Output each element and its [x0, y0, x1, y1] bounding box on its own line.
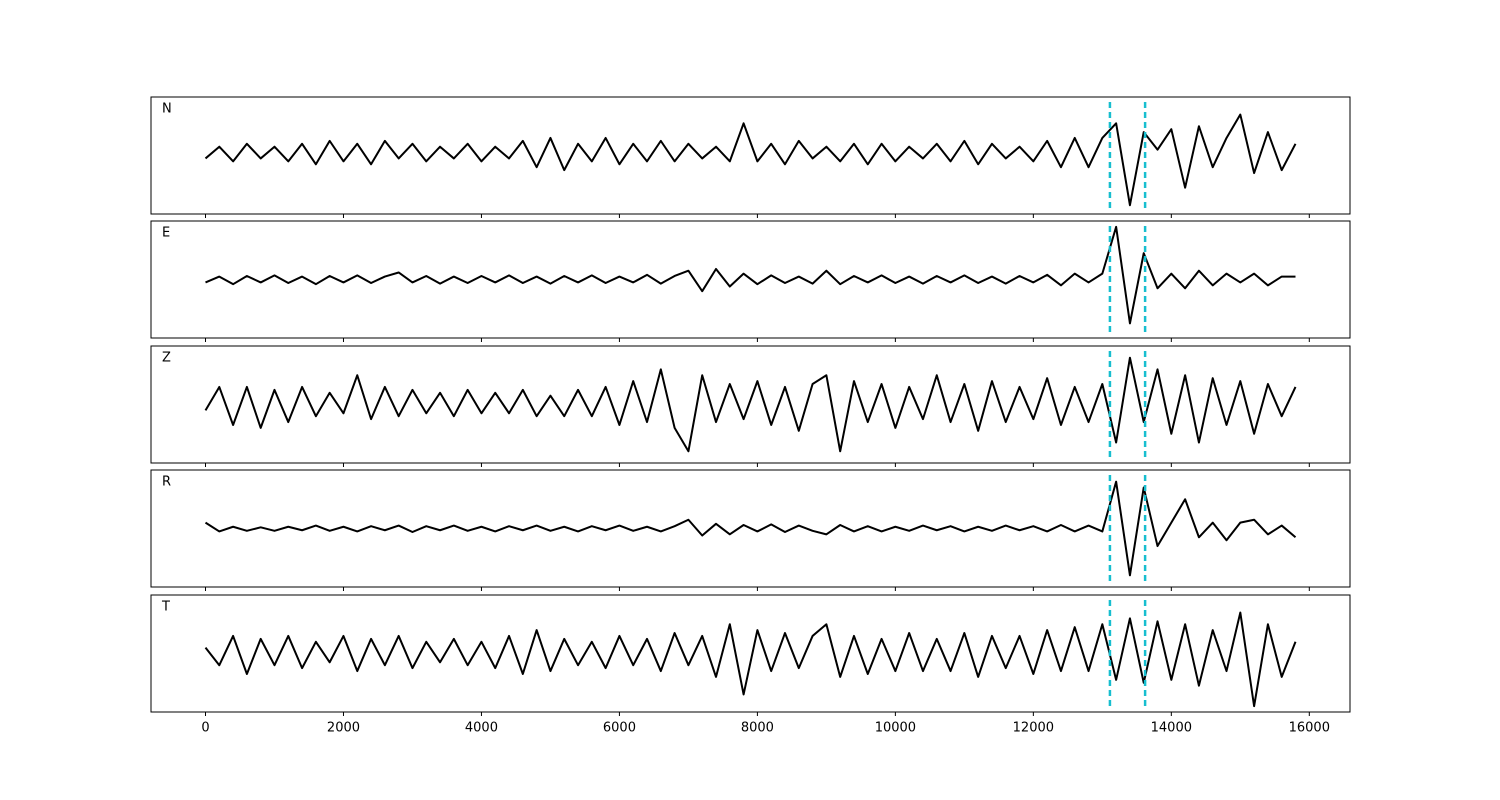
panel-frame — [150, 345, 1351, 464]
x-tick-label: 14000 — [1151, 721, 1192, 736]
panel-label: Z — [162, 351, 171, 366]
panel-label: E — [162, 226, 170, 241]
panel-frame — [150, 96, 1351, 215]
trace — [204, 356, 1297, 453]
panel-label: N — [162, 102, 172, 117]
trace — [204, 611, 1297, 708]
panel-frame — [150, 594, 1351, 713]
x-tick-label: 0 — [201, 721, 209, 736]
x-tick-label: 16000 — [1289, 721, 1330, 736]
x-tick-label: 6000 — [603, 721, 636, 736]
x-tick-label: 10000 — [875, 721, 916, 736]
panel-frame — [150, 469, 1351, 588]
panel-label: T — [161, 600, 170, 615]
panel-label: R — [162, 475, 171, 490]
trace — [204, 480, 1297, 577]
x-tick-label: 2000 — [327, 721, 360, 736]
x-tick-label: 8000 — [741, 721, 774, 736]
trace — [204, 113, 1297, 207]
trace — [205, 225, 1296, 325]
x-tick-label: 12000 — [1013, 721, 1054, 736]
panel-frame — [150, 220, 1351, 339]
x-tick-label: 4000 — [465, 721, 498, 736]
